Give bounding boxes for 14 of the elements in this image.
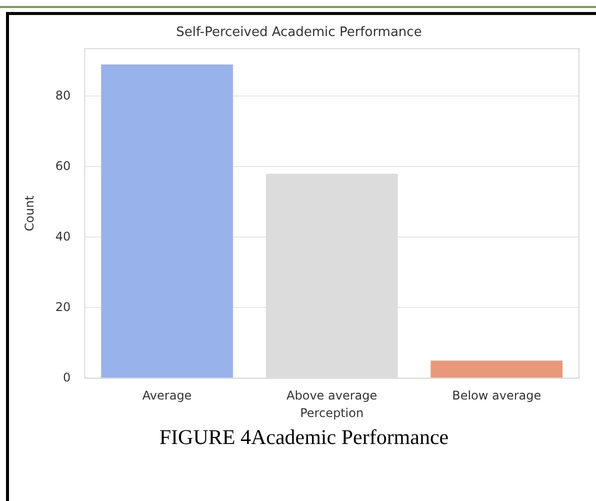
x-tick-label: Below average [452, 388, 542, 403]
bar [430, 360, 563, 378]
y-tick-label: 20 [55, 300, 71, 314]
caption: FIGURE 4Academic Performance [158, 425, 450, 450]
chart-title: Self-Perceived Academic Performance [176, 25, 422, 40]
x-axis-title: Perception [300, 406, 364, 420]
y-tick-label: 40 [55, 229, 71, 244]
bar [101, 64, 233, 378]
y-tick-label: 60 [55, 158, 71, 173]
y-axis-title: Count [22, 195, 36, 232]
x-tick-label: Above average [286, 388, 378, 403]
x-tick-label: Average [142, 388, 192, 403]
y-tick-label: 80 [55, 88, 71, 102]
y-tick-label: 0 [63, 370, 71, 384]
